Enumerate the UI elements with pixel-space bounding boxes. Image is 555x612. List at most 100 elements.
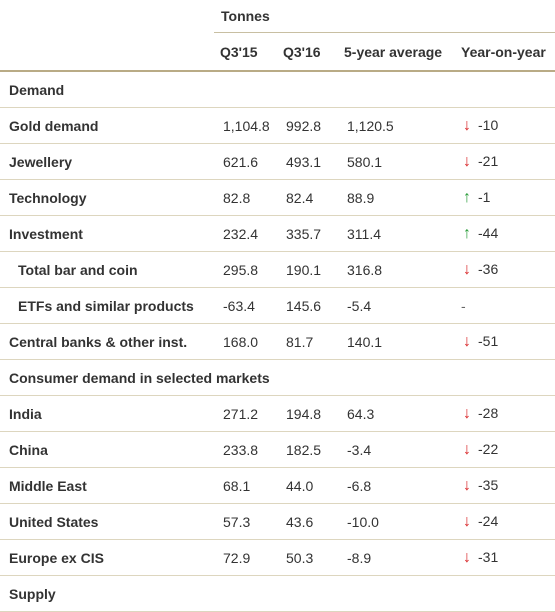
value-5yr-avg: -6.8 [338,467,455,504]
value-yoy: ↓ -31 [455,539,555,576]
value-q3-16: 335.7 [277,215,338,252]
value-5yr-avg: 88.9 [338,179,455,216]
row-label: Middle East [0,467,214,504]
value-5yr-avg: 140.1 [338,323,455,360]
yoy-number: -22 [478,440,499,457]
value-yoy: ↓ -24 [455,503,555,540]
value-5yr-avg: 311.4 [338,215,455,252]
value-q3-16: 194.8 [277,395,338,432]
row-label: Jewellery [0,143,214,180]
value-q3-16: 81.7 [277,323,338,360]
yoy-number: -36 [478,260,499,277]
arrow-up-icon: ↑ [463,188,471,206]
section-supply: Supply [0,575,555,612]
table-row: ETFs and similar products -63.4 145.6 -5.4- [0,287,555,324]
col-header-q3-15: Q3'15 [214,32,277,72]
yoy-number: -28 [478,404,499,421]
row-label: India [0,395,214,432]
arrow-down-icon: ↓ [463,332,471,350]
col-header-yoy: Year-on-year [455,32,555,72]
value-5yr-avg: 580.1 [338,143,455,180]
arrow-down-icon: ↓ [463,152,471,170]
demand-rows: Gold demand 1,104.8 992.8 1,120.5 ↓ -10 Jewell… [0,107,555,360]
value-q3-15: -63.4 [214,287,277,324]
value-q3-15: 232.4 [214,215,277,252]
section-demand: Demand [0,70,555,108]
section-title: Demand [0,70,555,108]
value-yoy: ↓ -36 [455,251,555,288]
value-5yr-avg: -10.0 [338,503,455,540]
value-q3-15: 233.8 [214,431,277,468]
value-q3-15: 72.9 [214,539,277,576]
arrow-down-icon: ↓ [463,548,471,566]
section-title: Consumer demand in selected markets [0,359,555,396]
value-q3-15: 295.8 [214,251,277,288]
value-yoy: - [455,287,555,324]
row-label: ETFs and similar products [0,287,214,324]
value-yoy: ↓ -51 [455,323,555,360]
value-q3-16: 145.6 [277,287,338,324]
row-label: Central banks & other inst. [0,323,214,360]
arrow-down-icon: ↓ [463,440,471,458]
table-row: China 233.8 182.5 -3.4 ↓ -22 [0,431,555,468]
arrow-down-icon: ↓ [463,476,471,494]
table-row: Investment 232.4 335.7 311.4 ↑ -44 [0,215,555,252]
value-q3-16: 992.8 [277,107,338,144]
value-q3-16: 82.4 [277,179,338,216]
row-label: Investment [0,215,214,252]
value-yoy: ↓ -22 [455,431,555,468]
section-consumer-demand: Consumer demand in selected markets [0,359,555,396]
value-yoy: ↓ -10 [455,107,555,144]
arrow-up-icon: ↑ [463,224,471,242]
value-q3-16: 50.3 [277,539,338,576]
table-row: India 271.2 194.8 64.3 ↓ -28 [0,395,555,432]
value-q3-16: 43.6 [277,503,338,540]
units-row: Tonnes [0,0,555,33]
value-yoy: ↓ -21 [455,143,555,180]
consumer-rows: India 271.2 194.8 64.3 ↓ -28 China 233.8 182.5 -3… [0,395,555,576]
yoy-number: - [461,297,466,314]
yoy-number: -1 [478,188,491,205]
value-yoy: ↓ -35 [455,467,555,504]
value-yoy: ↑ -44 [455,215,555,252]
value-q3-15: 1,104.8 [214,107,277,144]
row-label: Technology [0,179,214,216]
value-q3-15: 82.8 [214,179,277,216]
value-5yr-avg: 64.3 [338,395,455,432]
yoy-number: -10 [478,116,499,133]
table-row: Central banks & other inst. 168.0 81.7 140.… [0,323,555,360]
table-row: Europe ex CIS 72.9 50.3 -8.9 ↓ -31 [0,539,555,576]
value-q3-15: 168.0 [214,323,277,360]
value-q3-15: 68.1 [214,467,277,504]
table-row: Gold demand 1,104.8 992.8 1,120.5 ↓ -10 [0,107,555,144]
arrow-down-icon: ↓ [463,512,471,530]
row-label: Total bar and coin [0,251,214,288]
value-q3-15: 621.6 [214,143,277,180]
row-label: China [0,431,214,468]
value-yoy: ↑ -1 [455,179,555,216]
column-header-row: Q3'15 Q3'16 5-year average Year-on-year [0,32,555,72]
yoy-number: -24 [478,512,499,529]
col-header-q3-16: Q3'16 [277,32,338,72]
yoy-number: -51 [478,332,499,349]
value-yoy: ↓ -28 [455,395,555,432]
table-row: Middle East 68.1 44.0 -6.8 ↓ -35 [0,467,555,504]
yoy-number: -35 [478,476,499,493]
arrow-down-icon: ↓ [463,116,471,134]
value-q3-16: 182.5 [277,431,338,468]
value-q3-15: 57.3 [214,503,277,540]
yoy-number: -21 [478,152,499,169]
col-header-5yr-avg: 5-year average [338,32,455,72]
value-5yr-avg: -3.4 [338,431,455,468]
table-row: Total bar and coin 295.8 190.1 316.8 ↓ -36 [0,251,555,288]
value-q3-16: 190.1 [277,251,338,288]
row-label: Gold demand [0,107,214,144]
yoy-number: -44 [478,224,499,241]
arrow-down-icon: ↓ [463,404,471,422]
table-row: Technology 82.8 82.4 88.9 ↑ -1 [0,179,555,216]
value-5yr-avg: 1,120.5 [338,107,455,144]
table-row: Jewellery 621.6 493.1 580.1 ↓ -21 [0,143,555,180]
section-title: Supply [0,575,555,612]
